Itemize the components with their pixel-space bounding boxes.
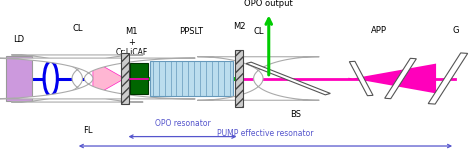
Text: G: G bbox=[453, 26, 459, 35]
Text: BS: BS bbox=[290, 110, 301, 119]
Polygon shape bbox=[197, 57, 319, 100]
Polygon shape bbox=[348, 64, 436, 93]
Text: OPO output: OPO output bbox=[245, 0, 293, 8]
Polygon shape bbox=[0, 58, 195, 99]
Text: M1: M1 bbox=[126, 27, 138, 36]
Bar bbox=[235, 50, 243, 107]
FancyBboxPatch shape bbox=[6, 56, 32, 101]
Polygon shape bbox=[11, 55, 143, 102]
Polygon shape bbox=[246, 62, 330, 95]
Text: OPO resonator: OPO resonator bbox=[155, 119, 210, 128]
Text: LD: LD bbox=[13, 35, 24, 44]
Polygon shape bbox=[428, 53, 468, 104]
Text: +: + bbox=[128, 38, 135, 47]
Ellipse shape bbox=[44, 61, 57, 96]
Bar bbox=[150, 61, 233, 96]
Bar bbox=[121, 53, 129, 104]
Text: FL: FL bbox=[83, 126, 92, 135]
Text: PPSLT: PPSLT bbox=[179, 27, 203, 36]
Bar bbox=[130, 63, 148, 94]
Text: PUMP effective resonator: PUMP effective resonator bbox=[217, 130, 314, 138]
Polygon shape bbox=[93, 60, 125, 97]
Text: CL: CL bbox=[253, 27, 264, 36]
Text: Cr:LiCAF: Cr:LiCAF bbox=[116, 48, 148, 57]
Polygon shape bbox=[385, 58, 416, 99]
Text: CL: CL bbox=[73, 24, 83, 33]
Polygon shape bbox=[349, 61, 373, 96]
Text: APP: APP bbox=[371, 26, 387, 35]
Text: M2: M2 bbox=[233, 22, 245, 31]
